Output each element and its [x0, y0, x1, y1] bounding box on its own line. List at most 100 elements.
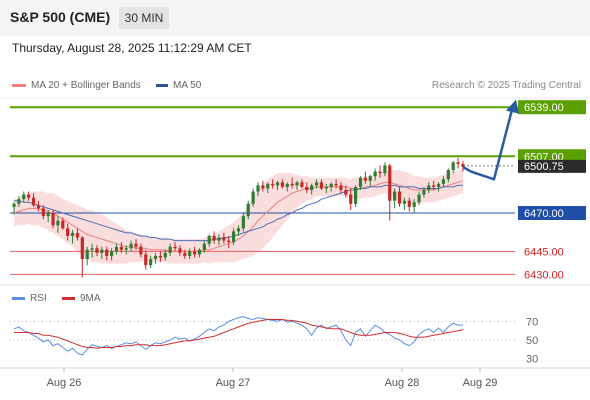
candle-body	[66, 228, 70, 236]
candle-body	[349, 194, 353, 204]
candle-body	[75, 232, 80, 238]
candle-body	[461, 163, 465, 167]
level-label-0: 6539.00	[524, 102, 564, 114]
candle-body	[129, 243, 133, 249]
x-label-2: Aug 28	[385, 377, 420, 389]
candle-body	[266, 183, 270, 189]
candle-body	[363, 177, 367, 181]
timeframe-button[interactable]: 30 MIN	[119, 7, 169, 29]
candle-body	[217, 237, 221, 241]
level-tag-1	[518, 149, 586, 164]
candle-body	[368, 176, 372, 181]
candle-body	[441, 179, 446, 184]
candle-body	[56, 220, 60, 226]
candle-body	[446, 170, 450, 180]
x-label-3: Aug 29	[463, 377, 498, 389]
candle-body	[324, 186, 328, 189]
rsi-ma-line	[14, 319, 464, 349]
candle-body	[110, 251, 114, 256]
candle-body	[168, 246, 172, 253]
candle-body	[197, 249, 202, 255]
candle-body	[144, 254, 148, 266]
candle-body	[202, 243, 206, 250]
candle-body	[407, 200, 411, 207]
rsi-tick-label-2: 30	[526, 354, 538, 366]
candle-body	[12, 203, 16, 207]
candle-body	[51, 213, 55, 226]
candle-body	[178, 248, 182, 253]
candle-body	[334, 183, 338, 186]
candle-body	[227, 240, 231, 243]
candle-body	[36, 205, 40, 209]
level-label-3: 6445.00	[524, 246, 564, 258]
candle-body	[124, 248, 128, 250]
candle-body	[119, 246, 123, 250]
candle-body	[397, 191, 402, 204]
candle-body	[314, 182, 319, 186]
legend-9ma-label: 9MA	[80, 293, 101, 304]
credit-text: Research © 2025 Trading Central	[431, 80, 581, 91]
candle-body	[31, 197, 36, 206]
candle-body	[90, 248, 94, 250]
last-price-label: 6500.75	[524, 161, 564, 173]
legend-ma50: MA 50	[156, 80, 201, 91]
header-bar	[0, 0, 590, 36]
forecast-arrow-path	[462, 105, 515, 181]
legend-ma20: MA 20 + Bollinger Bands	[12, 80, 141, 91]
candle-body	[393, 191, 397, 201]
candle-body	[173, 246, 177, 249]
candle-body	[344, 190, 348, 195]
legend-ma20-label: MA 20 + Bollinger Bands	[31, 80, 141, 91]
candle-body	[212, 236, 216, 241]
legend-rsi: RSI	[12, 293, 47, 304]
candle-body	[280, 182, 284, 187]
forecast-arrowhead	[506, 99, 519, 114]
candle-body	[188, 251, 192, 256]
candle-body	[95, 248, 99, 253]
candle-body	[275, 182, 280, 186]
candle-body	[310, 185, 314, 190]
level-tag-2	[518, 206, 586, 220]
candle-body	[246, 203, 250, 217]
legend-ma50-label: MA 50	[173, 80, 202, 91]
last-price-tag	[518, 159, 586, 173]
candle-body	[222, 237, 226, 241]
candle-body	[17, 199, 21, 204]
rsi-tick-label-0: 70	[526, 316, 538, 328]
candle-body	[383, 165, 387, 174]
candle-body	[402, 200, 406, 204]
candle-body	[207, 236, 211, 244]
candle-body	[149, 259, 153, 266]
candle-body	[329, 183, 333, 187]
candle-body	[305, 186, 309, 190]
x-label-0: Aug 26	[47, 377, 82, 389]
candle-body	[85, 249, 89, 259]
candle-body	[378, 171, 382, 174]
candle-body	[295, 182, 299, 186]
candle-body	[358, 177, 363, 187]
candle-body	[139, 246, 143, 255]
candle-body	[183, 252, 187, 256]
rsi-tick-label-1: 50	[526, 335, 538, 347]
candle-body	[241, 216, 245, 229]
candle-body	[46, 213, 50, 217]
candle-body	[27, 194, 31, 198]
candle-body	[22, 194, 26, 200]
candle-body	[427, 185, 431, 190]
candle-body	[290, 183, 294, 186]
rsi-swatch	[12, 296, 25, 300]
candle-body	[432, 185, 436, 187]
candle-body	[354, 186, 358, 204]
candle-body	[105, 249, 109, 256]
candle-body	[456, 162, 460, 164]
candle-body	[134, 243, 138, 247]
candle-body	[388, 165, 392, 201]
candle-body	[70, 232, 75, 236]
candle-body	[236, 228, 241, 232]
level-tag-0	[518, 100, 586, 115]
candle-body	[339, 185, 343, 190]
candle-body	[451, 162, 455, 171]
legend-rsi-label: RSI	[30, 293, 47, 304]
candle-body	[271, 183, 275, 186]
